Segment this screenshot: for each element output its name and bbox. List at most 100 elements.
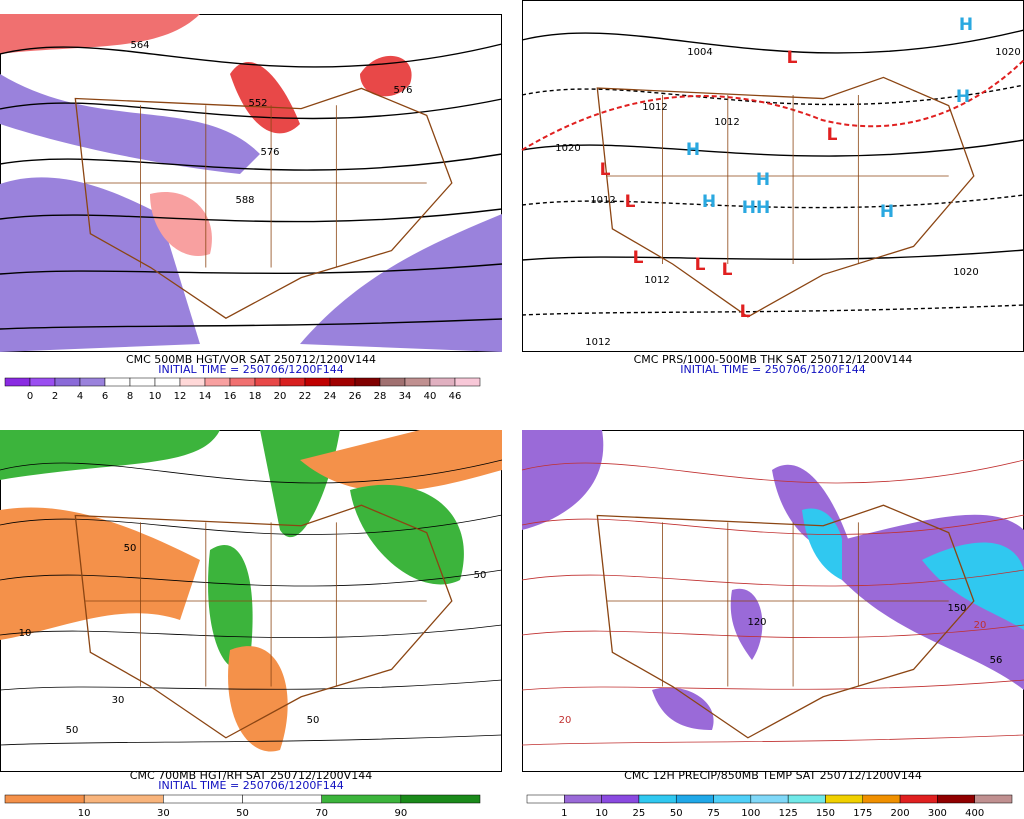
- contour: [521, 194, 1024, 209]
- field-shading: [300, 214, 502, 352]
- panel-title: CMC 500MB HGT/VOR SAT 250712/1200V144: [126, 353, 376, 366]
- contour: [521, 624, 1024, 638]
- map-label: L: [625, 192, 636, 212]
- map-label: 150: [947, 603, 966, 614]
- colorbar-label: 20: [274, 391, 287, 402]
- colorbar-label: 30: [157, 808, 170, 819]
- map-label: L: [695, 255, 706, 275]
- panel-title: CMC PRS/1000-500MB THK SAT 250712/1200V1…: [634, 353, 913, 366]
- country-border: [74, 87, 453, 319]
- colorbar-label: 90: [394, 808, 407, 819]
- map-label: L: [740, 302, 751, 322]
- colorbar-label: 100: [741, 808, 760, 819]
- map-label: 50: [124, 543, 137, 554]
- contour: [521, 249, 1024, 261]
- colorbar-label: 18: [249, 391, 262, 402]
- colorbar-label: 10: [595, 808, 608, 819]
- contour: [521, 459, 1024, 484]
- field-shading: [150, 192, 212, 256]
- colorbar-label: 150: [816, 808, 835, 819]
- initial-time: INITIAL TIME = 250706/1200F144: [158, 779, 343, 792]
- colorbar-swatch: [321, 794, 402, 804]
- colorbar-label: 40: [424, 391, 437, 402]
- colorbar-swatch: [526, 794, 565, 804]
- colorbar-swatch: [638, 794, 677, 804]
- colorbar-swatch: [204, 377, 231, 387]
- colorbar-label: 46: [449, 391, 462, 402]
- colorbar-swatch: [974, 794, 1013, 804]
- colorbar-label: 24: [324, 391, 337, 402]
- map-label: 1012: [585, 337, 610, 348]
- colorbar-label: 300: [928, 808, 947, 819]
- field-shading: [230, 62, 300, 134]
- contour: [0, 43, 503, 68]
- map-panel: 50 10 50 50 30 50 CMC 700MB HGT/RH SAT 250712/…: [0, 430, 503, 819]
- field-shading: [730, 588, 763, 660]
- colorbar-swatch: [254, 377, 281, 387]
- panel-title: CMC 700MB HGT/RH SAT 250712/1200V144: [130, 769, 372, 782]
- map-label: 576: [393, 85, 412, 96]
- colorbar-swatch: [54, 377, 81, 387]
- colorbar-swatch: [404, 377, 431, 387]
- colorbar-label: 2: [52, 391, 58, 402]
- map-label: 50: [474, 570, 487, 581]
- map-label: 1012: [642, 102, 667, 113]
- colorbar-swatch: [104, 377, 131, 387]
- colorbar-swatch: [675, 794, 714, 804]
- initial-time: INITIAL TIME = 250706/1200F144: [680, 363, 865, 376]
- colorbar-swatch: [279, 377, 306, 387]
- colorbar-label: 200: [891, 808, 910, 819]
- colorbar-swatch: [713, 794, 752, 804]
- contour: [0, 208, 503, 223]
- contour: [0, 98, 503, 120]
- field-shading: [350, 484, 464, 585]
- contour: [0, 514, 503, 535]
- colorbar-swatch: [242, 794, 322, 804]
- colorbar-label: 75: [707, 808, 720, 819]
- contour: [521, 304, 1024, 316]
- country-border: [596, 76, 975, 318]
- thickness-line: [521, 59, 1024, 151]
- contour: [0, 734, 503, 746]
- map-label: HH: [742, 198, 770, 218]
- map-label: L: [722, 260, 733, 280]
- colorbar-label: 12: [174, 391, 187, 402]
- map-label: 588: [235, 195, 254, 206]
- contour: [521, 569, 1024, 587]
- colorbar-swatch: [564, 794, 602, 804]
- country-border: [74, 504, 453, 739]
- field-shading: [0, 507, 200, 640]
- map-label: L: [633, 248, 644, 268]
- map-label: 1020: [953, 267, 978, 278]
- map-content: 20 20 150 120 56: [521, 430, 1024, 746]
- colorbar-label: 16: [224, 391, 237, 402]
- colorbar-label: 6: [102, 391, 108, 402]
- map-label: 1020: [555, 143, 580, 154]
- field-shading: [802, 508, 845, 580]
- field-shading: [300, 430, 502, 492]
- map-label: 20: [559, 715, 572, 726]
- map-label: H: [756, 170, 770, 190]
- colorbar-label: 22: [299, 391, 312, 402]
- colorbar-swatch: [400, 794, 481, 804]
- map-label: 120: [747, 617, 766, 628]
- colorbar-label: 26: [349, 391, 362, 402]
- colorbar-swatch: [179, 377, 206, 387]
- colorbar-swatch: [862, 794, 901, 804]
- map-label: 1012: [590, 195, 615, 206]
- map-label: 10: [19, 628, 32, 639]
- colorbar-label: 25: [633, 808, 646, 819]
- contour: [521, 734, 1024, 746]
- field-shading: [360, 55, 412, 97]
- contour: [0, 263, 503, 275]
- colorbar-swatch: [83, 794, 164, 804]
- colorbar-swatch: [454, 377, 481, 387]
- field-shading: [922, 542, 1024, 630]
- colorbar-swatch: [229, 377, 256, 387]
- map-content: 50 10 50 50 30 50: [0, 430, 503, 752]
- colorbar-swatch: [29, 377, 56, 387]
